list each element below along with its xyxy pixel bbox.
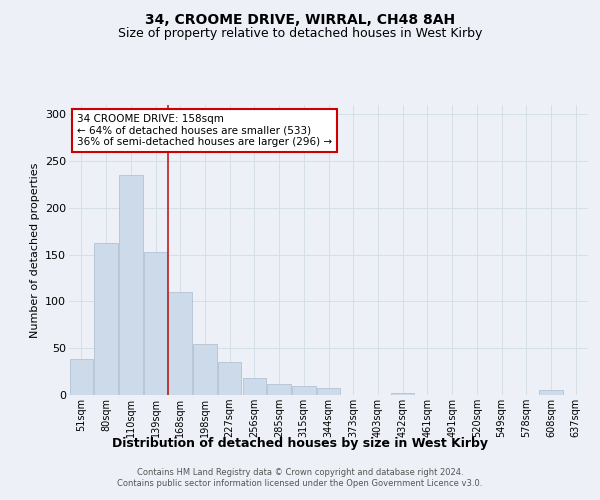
- Y-axis label: Number of detached properties: Number of detached properties: [29, 162, 40, 338]
- Bar: [391, 393, 415, 395]
- Bar: [193, 344, 217, 395]
- Bar: [292, 386, 316, 395]
- Bar: [94, 244, 118, 395]
- Bar: [242, 378, 266, 395]
- Bar: [169, 292, 192, 395]
- Bar: [144, 252, 167, 395]
- Bar: [218, 362, 241, 395]
- Bar: [119, 175, 143, 395]
- Text: 34, CROOME DRIVE, WIRRAL, CH48 8AH: 34, CROOME DRIVE, WIRRAL, CH48 8AH: [145, 12, 455, 26]
- Text: Distribution of detached houses by size in West Kirby: Distribution of detached houses by size …: [112, 438, 488, 450]
- Text: Size of property relative to detached houses in West Kirby: Size of property relative to detached ho…: [118, 28, 482, 40]
- Bar: [70, 360, 93, 395]
- Text: Contains HM Land Registry data © Crown copyright and database right 2024.
Contai: Contains HM Land Registry data © Crown c…: [118, 468, 482, 487]
- Bar: [268, 384, 291, 395]
- Text: 34 CROOME DRIVE: 158sqm
← 64% of detached houses are smaller (533)
36% of semi-d: 34 CROOME DRIVE: 158sqm ← 64% of detache…: [77, 114, 332, 147]
- Bar: [317, 388, 340, 395]
- Bar: [539, 390, 563, 395]
